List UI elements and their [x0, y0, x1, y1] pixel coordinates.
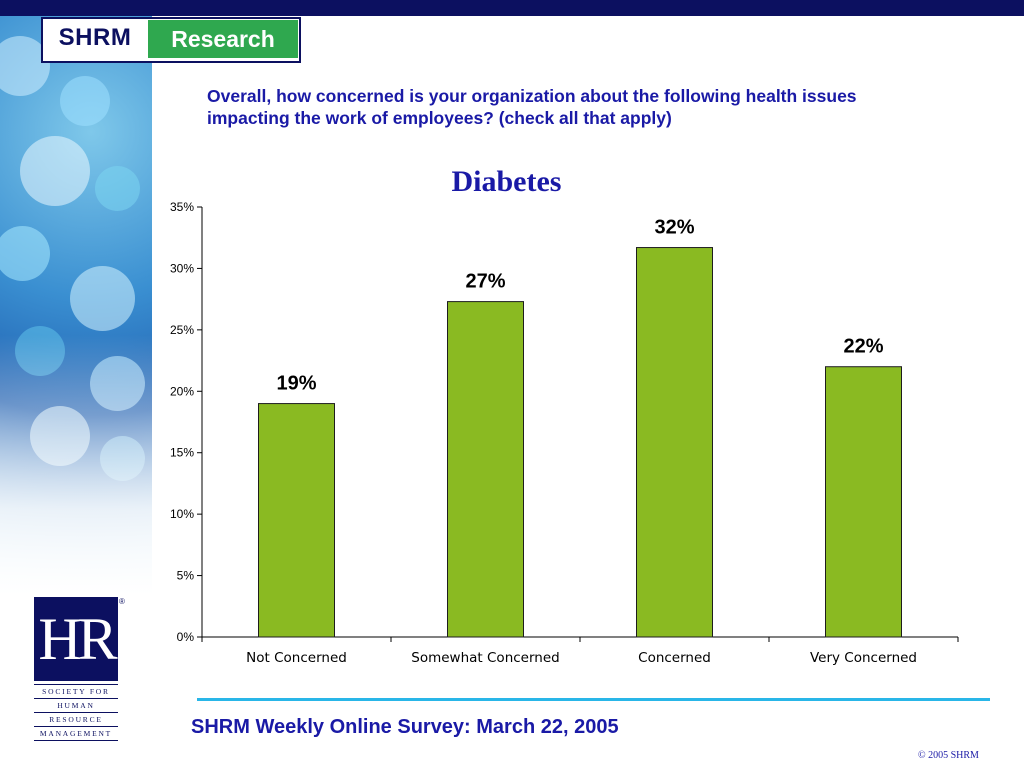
y-tick-label: 30%: [170, 261, 194, 275]
survey-date: SHRM Weekly Online Survey: March 22, 200…: [191, 716, 619, 739]
y-tick-label: 10%: [170, 507, 194, 521]
category-label: Not Concerned: [246, 650, 347, 666]
society-line: SOCIETY FOR: [34, 684, 118, 698]
bar: [826, 367, 902, 637]
category-label: Somewhat Concerned: [411, 650, 559, 666]
survey-question: Overall, how concerned is your organizat…: [207, 85, 907, 129]
category-label: Very Concerned: [810, 650, 917, 666]
data-label: 19%: [276, 373, 316, 395]
y-tick-label: 25%: [170, 323, 194, 337]
y-tick-label: 35%: [170, 200, 194, 214]
data-label: 22%: [843, 336, 883, 358]
decorative-side-panel: [0, 16, 152, 596]
top-bar: [0, 0, 1024, 16]
bar: [637, 248, 713, 637]
y-tick-label: 0%: [177, 630, 195, 644]
y-tick-label: 20%: [170, 384, 194, 398]
bar-chart: 0% 5% 10% 15% 20% 25% 30% 35% 19% Not Concerned 27…: [152, 195, 972, 680]
divider-line: [197, 698, 990, 701]
society-line: HUMAN: [34, 698, 118, 712]
brand-shrm: SHRM: [43, 19, 147, 57]
data-label: 32%: [654, 217, 694, 239]
bar: [259, 404, 335, 637]
data-label: 27%: [465, 271, 505, 293]
category-label: Concerned: [638, 650, 711, 666]
bar: [448, 302, 524, 637]
copyright: © 2005 SHRM: [918, 750, 979, 761]
y-tick-label: 5%: [177, 569, 195, 583]
chart-title: Diabetes: [350, 165, 663, 199]
brand-research: Research: [147, 19, 299, 59]
registered-mark: ®: [119, 597, 125, 606]
y-tick-label: 15%: [170, 446, 194, 460]
society-line: RESOURCE: [34, 712, 118, 726]
shrm-research-logo: SHRM Research: [41, 17, 301, 63]
society-line: MANAGEMENT: [34, 726, 118, 741]
hr-logo: HR: [34, 597, 118, 681]
society-name: SOCIETY FOR HUMAN RESOURCE MANAGEMENT: [34, 684, 118, 741]
